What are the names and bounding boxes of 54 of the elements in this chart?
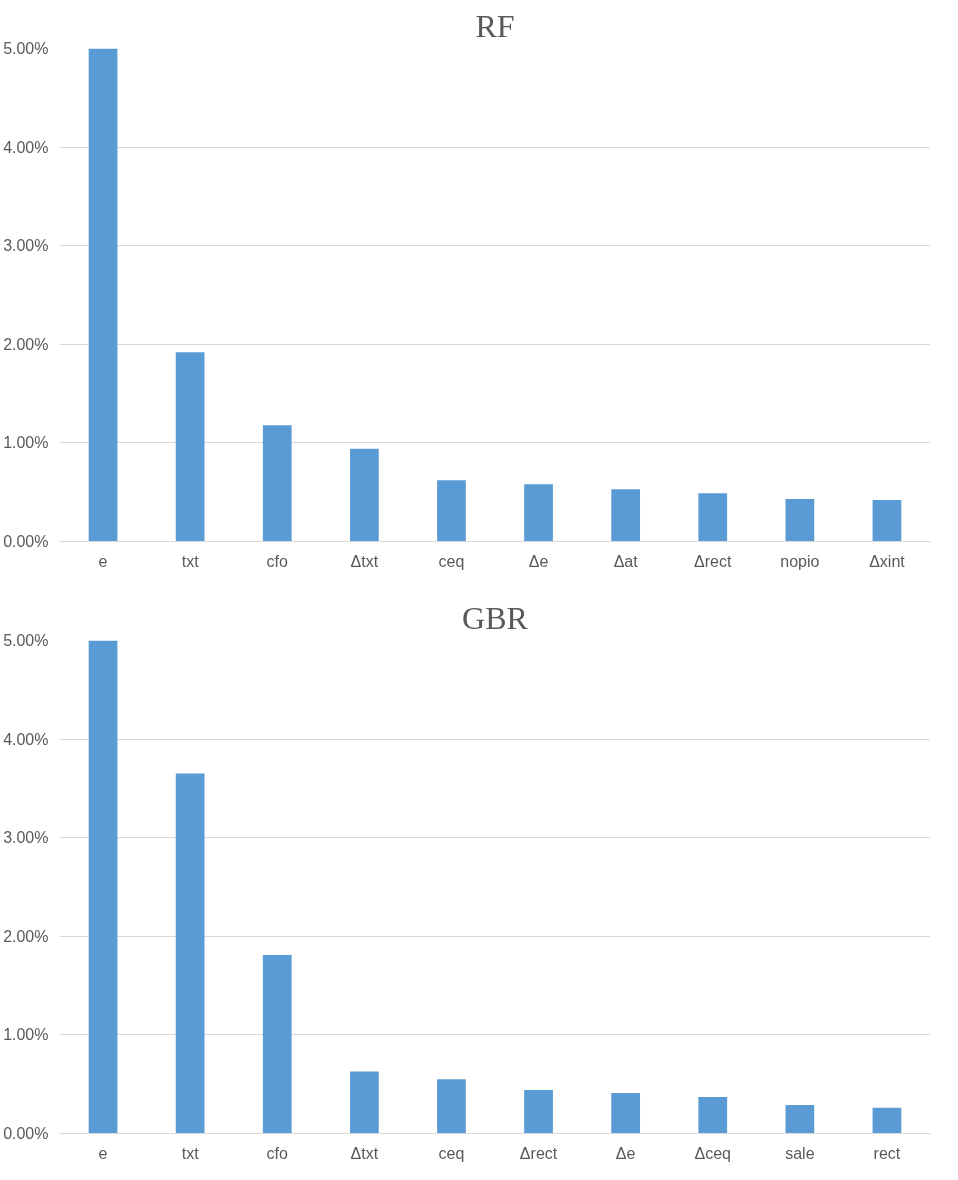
chart-title: GBR [462,599,529,636]
y-tick-label: 4.00% [3,138,49,156]
x-tick-label: rect [873,1144,901,1162]
bar [524,484,553,542]
y-tick-label: 2.00% [3,927,49,945]
y-tick-label: 0.00% [3,533,49,550]
bar [872,500,902,542]
x-tick-label: Δat [613,552,639,570]
y-tick-label: 2.00% [3,335,49,353]
x-tick-label: sale [785,1144,815,1162]
bar [698,1097,728,1134]
bar [88,48,118,542]
x-tick-label: Δtxt [350,1144,379,1162]
bar [872,1107,902,1134]
bar [262,955,292,1134]
x-tick-label: txt [181,552,200,570]
x-tick-label: cfo [266,1144,289,1162]
bar [785,499,815,542]
x-tick-label: ceq [438,552,465,570]
bar [262,425,292,542]
y-tick-label: 1.00% [3,1026,49,1044]
x-tick-label: Δrect [694,552,732,570]
x-tick-label: txt [181,1144,200,1162]
y-tick-label: 0.00% [3,1125,49,1142]
y-tick-label: 5.00% [3,632,49,649]
bar [175,352,205,542]
bar [698,493,728,542]
x-tick-label: Δtxt [350,552,379,570]
bar [175,773,205,1134]
x-tick-label: Δe [615,1144,636,1162]
bar [524,1090,553,1134]
chart-title: RF [475,7,515,44]
x-tick-label: Δceq [694,1144,731,1162]
y-tick-label: 3.00% [3,829,49,847]
bar [437,480,466,542]
x-tick-label: e [98,552,108,570]
x-tick-label: Δrect [519,1144,558,1162]
x-tick-label: nopio [780,552,820,570]
bar [88,640,118,1134]
bar [349,448,379,542]
bar [437,1079,466,1134]
bar [611,489,641,542]
y-tick-label: 3.00% [3,237,49,255]
x-tick-label: e [98,1144,108,1162]
bar [785,1104,815,1134]
y-tick-label: 4.00% [3,730,49,748]
bar [349,1071,379,1134]
bar [611,1093,641,1134]
y-tick-label: 1.00% [3,434,49,452]
x-tick-label: cfo [266,552,289,570]
y-tick-label: 5.00% [3,40,49,57]
x-tick-label: Δe [528,552,549,570]
x-tick-label: Δxint [869,552,906,570]
x-tick-label: ceq [438,1144,465,1162]
